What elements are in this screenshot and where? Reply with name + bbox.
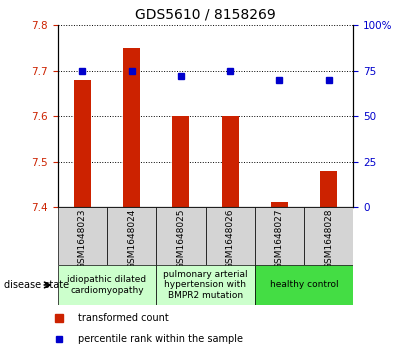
Text: transformed count: transformed count <box>78 313 169 323</box>
Text: idiopathic dilated
cardiomyopathy: idiopathic dilated cardiomyopathy <box>67 275 146 295</box>
Bar <box>255 207 304 265</box>
Title: GDS5610 / 8158269: GDS5610 / 8158269 <box>135 8 276 21</box>
Text: GSM1648025: GSM1648025 <box>176 209 185 269</box>
Text: pulmonary arterial
hypertension with
BMPR2 mutation: pulmonary arterial hypertension with BMP… <box>163 270 248 300</box>
Text: healthy control: healthy control <box>270 281 338 289</box>
Bar <box>123 48 140 207</box>
Bar <box>58 207 107 265</box>
Bar <box>172 116 189 207</box>
Text: GSM1648028: GSM1648028 <box>324 209 333 269</box>
Bar <box>304 207 353 265</box>
Text: GSM1648027: GSM1648027 <box>275 209 284 269</box>
Bar <box>156 265 255 305</box>
Bar <box>74 80 91 207</box>
Text: disease state: disease state <box>4 280 69 290</box>
Bar <box>271 202 288 207</box>
Text: GSM1648024: GSM1648024 <box>127 209 136 269</box>
Text: GSM1648023: GSM1648023 <box>78 209 87 269</box>
Bar <box>255 265 353 305</box>
Bar <box>320 171 337 207</box>
Bar <box>222 116 239 207</box>
Bar <box>58 265 156 305</box>
Bar <box>107 207 156 265</box>
Bar <box>206 207 255 265</box>
Text: percentile rank within the sample: percentile rank within the sample <box>78 334 243 344</box>
Text: GSM1648026: GSM1648026 <box>226 209 235 269</box>
Bar <box>156 207 206 265</box>
